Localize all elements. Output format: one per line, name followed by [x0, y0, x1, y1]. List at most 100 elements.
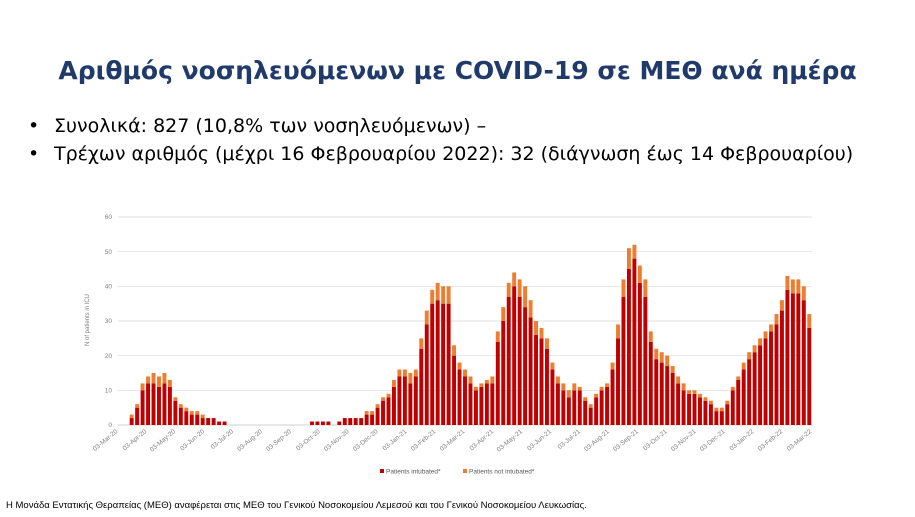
- bar-intubated: [446, 303, 451, 425]
- bar-not-intubated: [725, 400, 730, 405]
- bar-intubated: [687, 393, 692, 425]
- bar-not-intubated: [763, 331, 768, 339]
- bar-intubated: [135, 407, 140, 425]
- bar-not-intubated: [774, 314, 779, 325]
- x-tick-label: 03-Oct-21: [642, 428, 669, 452]
- bar-intubated: [364, 414, 369, 425]
- bar-not-intubated: [796, 279, 801, 294]
- x-tick-label: 03-Apr-20: [122, 428, 149, 452]
- bar-intubated: [534, 334, 539, 425]
- bar-intubated: [779, 310, 784, 425]
- bar-intubated: [632, 258, 637, 425]
- bar-intubated: [654, 359, 659, 425]
- bar-intubated: [725, 404, 730, 425]
- bar-intubated: [747, 359, 752, 425]
- bar-intubated: [659, 362, 664, 425]
- bar-intubated: [452, 355, 457, 425]
- bullet-glyph: •: [28, 143, 40, 165]
- bar-intubated: [703, 400, 708, 425]
- bar-not-intubated: [605, 383, 610, 387]
- bar-not-intubated: [490, 376, 495, 384]
- bar-intubated: [741, 369, 746, 425]
- bar-intubated: [140, 390, 145, 425]
- bar-not-intubated: [402, 369, 407, 377]
- bar-intubated: [807, 327, 812, 425]
- bar-not-intubated: [566, 390, 571, 398]
- bar-intubated: [484, 383, 489, 425]
- bar-not-intubated: [200, 414, 205, 419]
- bar-intubated: [676, 383, 681, 425]
- bar-intubated: [200, 418, 205, 425]
- bar-not-intubated: [665, 355, 670, 367]
- bar-intubated: [463, 376, 467, 425]
- y-tick-label: 50: [105, 249, 113, 256]
- bar-not-intubated: [626, 248, 631, 269]
- bar-intubated: [577, 390, 582, 425]
- bar-not-intubated: [441, 286, 446, 304]
- bar-not-intubated: [457, 362, 462, 370]
- bar-not-intubated: [594, 393, 599, 398]
- bar-intubated: [211, 418, 216, 425]
- bar-intubated: [796, 293, 801, 425]
- x-tick-label: 03-Apr-21: [469, 428, 496, 452]
- bar-not-intubated: [129, 414, 134, 419]
- bar-intubated: [441, 303, 446, 425]
- bar-not-intubated: [616, 324, 620, 339]
- bar-intubated: [370, 414, 375, 425]
- bar-not-intubated: [708, 400, 713, 405]
- bar-not-intubated: [523, 286, 528, 308]
- bar-not-intubated: [534, 321, 539, 335]
- bar-not-intubated: [162, 373, 167, 384]
- bar-intubated: [435, 300, 440, 425]
- bar-intubated: [195, 414, 200, 425]
- bar-intubated: [348, 418, 353, 425]
- bar-intubated: [206, 418, 211, 425]
- y-tick-label: 40: [105, 284, 113, 291]
- x-tick-label: 03-Jun-21: [526, 428, 553, 452]
- bar-not-intubated: [178, 404, 183, 408]
- bar-intubated: [594, 397, 599, 425]
- bar-not-intubated: [555, 376, 560, 384]
- bar-intubated: [430, 303, 435, 425]
- legend-swatch-not-intubated: [463, 469, 467, 473]
- bar-intubated: [616, 338, 620, 425]
- bar-not-intubated: [790, 279, 795, 294]
- legend-label-intubated: Patients intubated*: [386, 469, 441, 476]
- bar-intubated: [402, 376, 407, 425]
- bar-not-intubated: [807, 314, 812, 328]
- bar-intubated: [173, 400, 178, 425]
- x-tick-label: 03-Mar-22: [786, 428, 814, 453]
- bar-not-intubated: [479, 383, 484, 387]
- bar-not-intubated: [151, 373, 156, 384]
- bar-intubated: [637, 282, 642, 425]
- bar-not-intubated: [703, 397, 708, 401]
- bar-intubated: [189, 414, 194, 425]
- bar-intubated: [162, 383, 167, 425]
- bar-not-intubated: [189, 411, 194, 415]
- bar-not-intubated: [659, 352, 664, 363]
- bar-intubated: [512, 286, 517, 425]
- bar-intubated: [419, 348, 424, 425]
- bar-intubated: [386, 397, 391, 425]
- bar-not-intubated: [539, 327, 544, 339]
- x-tick-label: 03-Feb-22: [757, 428, 785, 453]
- bar-intubated: [157, 386, 161, 425]
- bar-not-intubated: [670, 366, 675, 373]
- bar-intubated: [222, 421, 227, 425]
- chart-legend: Patients intubated* Patients not intubat…: [380, 469, 535, 476]
- x-tick-label: 03-Aug-20: [236, 428, 264, 453]
- bar-not-intubated: [446, 286, 451, 304]
- bar-not-intubated: [468, 376, 473, 384]
- bullet-current: • Τρέχων αριθμός (μέχρι 16 Φεβρουαρίου 2…: [28, 140, 894, 168]
- bar-intubated: [719, 411, 724, 425]
- bar-not-intubated: [408, 373, 413, 384]
- bar-not-intubated: [730, 386, 735, 391]
- bar-intubated: [523, 307, 528, 425]
- bar-intubated: [681, 390, 686, 425]
- bar-intubated: [146, 383, 151, 425]
- bar-intubated: [457, 369, 462, 425]
- bar-intubated: [545, 348, 549, 425]
- bar-intubated: [769, 331, 773, 425]
- bar-intubated: [670, 373, 675, 425]
- bar-not-intubated: [495, 331, 500, 342]
